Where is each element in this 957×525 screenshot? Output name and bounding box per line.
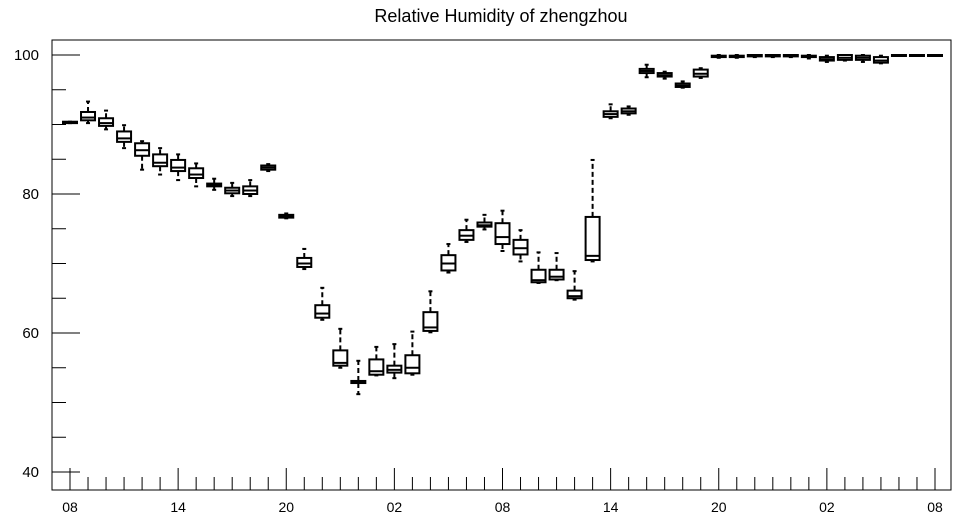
box-33 xyxy=(656,70,673,80)
box-11 xyxy=(260,163,277,173)
box-iqr xyxy=(152,153,169,168)
box-iqr xyxy=(368,358,385,376)
box-16 xyxy=(350,359,367,396)
y-tick-label: 60 xyxy=(22,325,39,342)
box-29 xyxy=(584,158,601,263)
plot-frame xyxy=(51,39,952,491)
y-tick-label: 100 xyxy=(14,47,39,64)
box-40 xyxy=(782,54,799,59)
box-1 xyxy=(80,100,97,125)
box-38 xyxy=(746,54,763,59)
x-tick-label: 20 xyxy=(278,499,294,515)
box-iqr xyxy=(494,222,511,246)
box-iqr xyxy=(404,354,421,375)
box-iqr xyxy=(530,268,547,284)
y-tick-label: 40 xyxy=(22,464,39,481)
box-20 xyxy=(422,290,439,334)
box-26 xyxy=(530,251,547,284)
box-13 xyxy=(296,247,313,271)
x-tick-label: 08 xyxy=(62,499,78,515)
box-iqr xyxy=(296,256,313,268)
box-46 xyxy=(890,54,907,57)
box-iqr xyxy=(116,130,133,143)
box-41 xyxy=(800,54,817,60)
x-tick-label: 08 xyxy=(927,499,943,515)
box-21 xyxy=(440,243,457,274)
box-28 xyxy=(566,270,583,301)
box-48 xyxy=(927,54,943,57)
box-iqr xyxy=(548,268,565,281)
box-39 xyxy=(764,54,781,59)
x-tick-label: 14 xyxy=(603,499,619,515)
box-24 xyxy=(494,209,511,252)
box-6 xyxy=(170,153,187,182)
box-2 xyxy=(98,109,115,131)
box-iqr xyxy=(422,311,439,332)
y-tick-label: 80 xyxy=(22,186,39,203)
box-4 xyxy=(134,140,151,171)
box-47 xyxy=(908,54,925,57)
box-18 xyxy=(386,343,403,380)
box-iqr xyxy=(314,304,331,319)
box-iqr xyxy=(170,158,187,173)
box-iqr xyxy=(584,215,601,262)
box-3 xyxy=(116,124,133,150)
box-10 xyxy=(242,179,259,198)
box-8 xyxy=(206,177,223,191)
box-5 xyxy=(152,147,169,176)
box-12 xyxy=(278,212,295,220)
box-27 xyxy=(548,252,565,282)
box-iqr xyxy=(332,349,349,367)
box-0 xyxy=(62,120,78,125)
box-32 xyxy=(638,63,655,79)
box-43 xyxy=(836,54,853,62)
x-tick-label: 20 xyxy=(711,499,727,515)
box-iqr xyxy=(80,110,97,122)
x-tick-label: 02 xyxy=(387,499,403,515)
box-iqr xyxy=(512,238,529,256)
box-iqr xyxy=(98,117,115,127)
box-42 xyxy=(818,54,835,63)
box-19 xyxy=(404,330,421,376)
box-iqr xyxy=(188,167,205,180)
chart-title: Relative Humidity of zhengzhou xyxy=(374,6,627,26)
x-tick-label: 08 xyxy=(495,499,511,515)
box-31 xyxy=(620,105,637,116)
box-45 xyxy=(872,54,889,65)
x-tick-label: 02 xyxy=(819,499,835,515)
box-37 xyxy=(728,54,745,59)
box-7 xyxy=(188,162,205,188)
box-14 xyxy=(314,286,331,321)
box-22 xyxy=(458,218,475,243)
box-17 xyxy=(368,345,385,377)
box-34 xyxy=(674,80,691,89)
box-25 xyxy=(512,229,529,263)
box-23 xyxy=(476,213,493,231)
box-30 xyxy=(602,103,619,120)
box-44 xyxy=(854,54,871,63)
x-tick-label: 14 xyxy=(170,499,186,515)
box-9 xyxy=(224,181,241,198)
box-15 xyxy=(332,327,349,369)
box-iqr xyxy=(566,289,583,300)
box-36 xyxy=(710,54,727,59)
box-35 xyxy=(692,67,709,79)
